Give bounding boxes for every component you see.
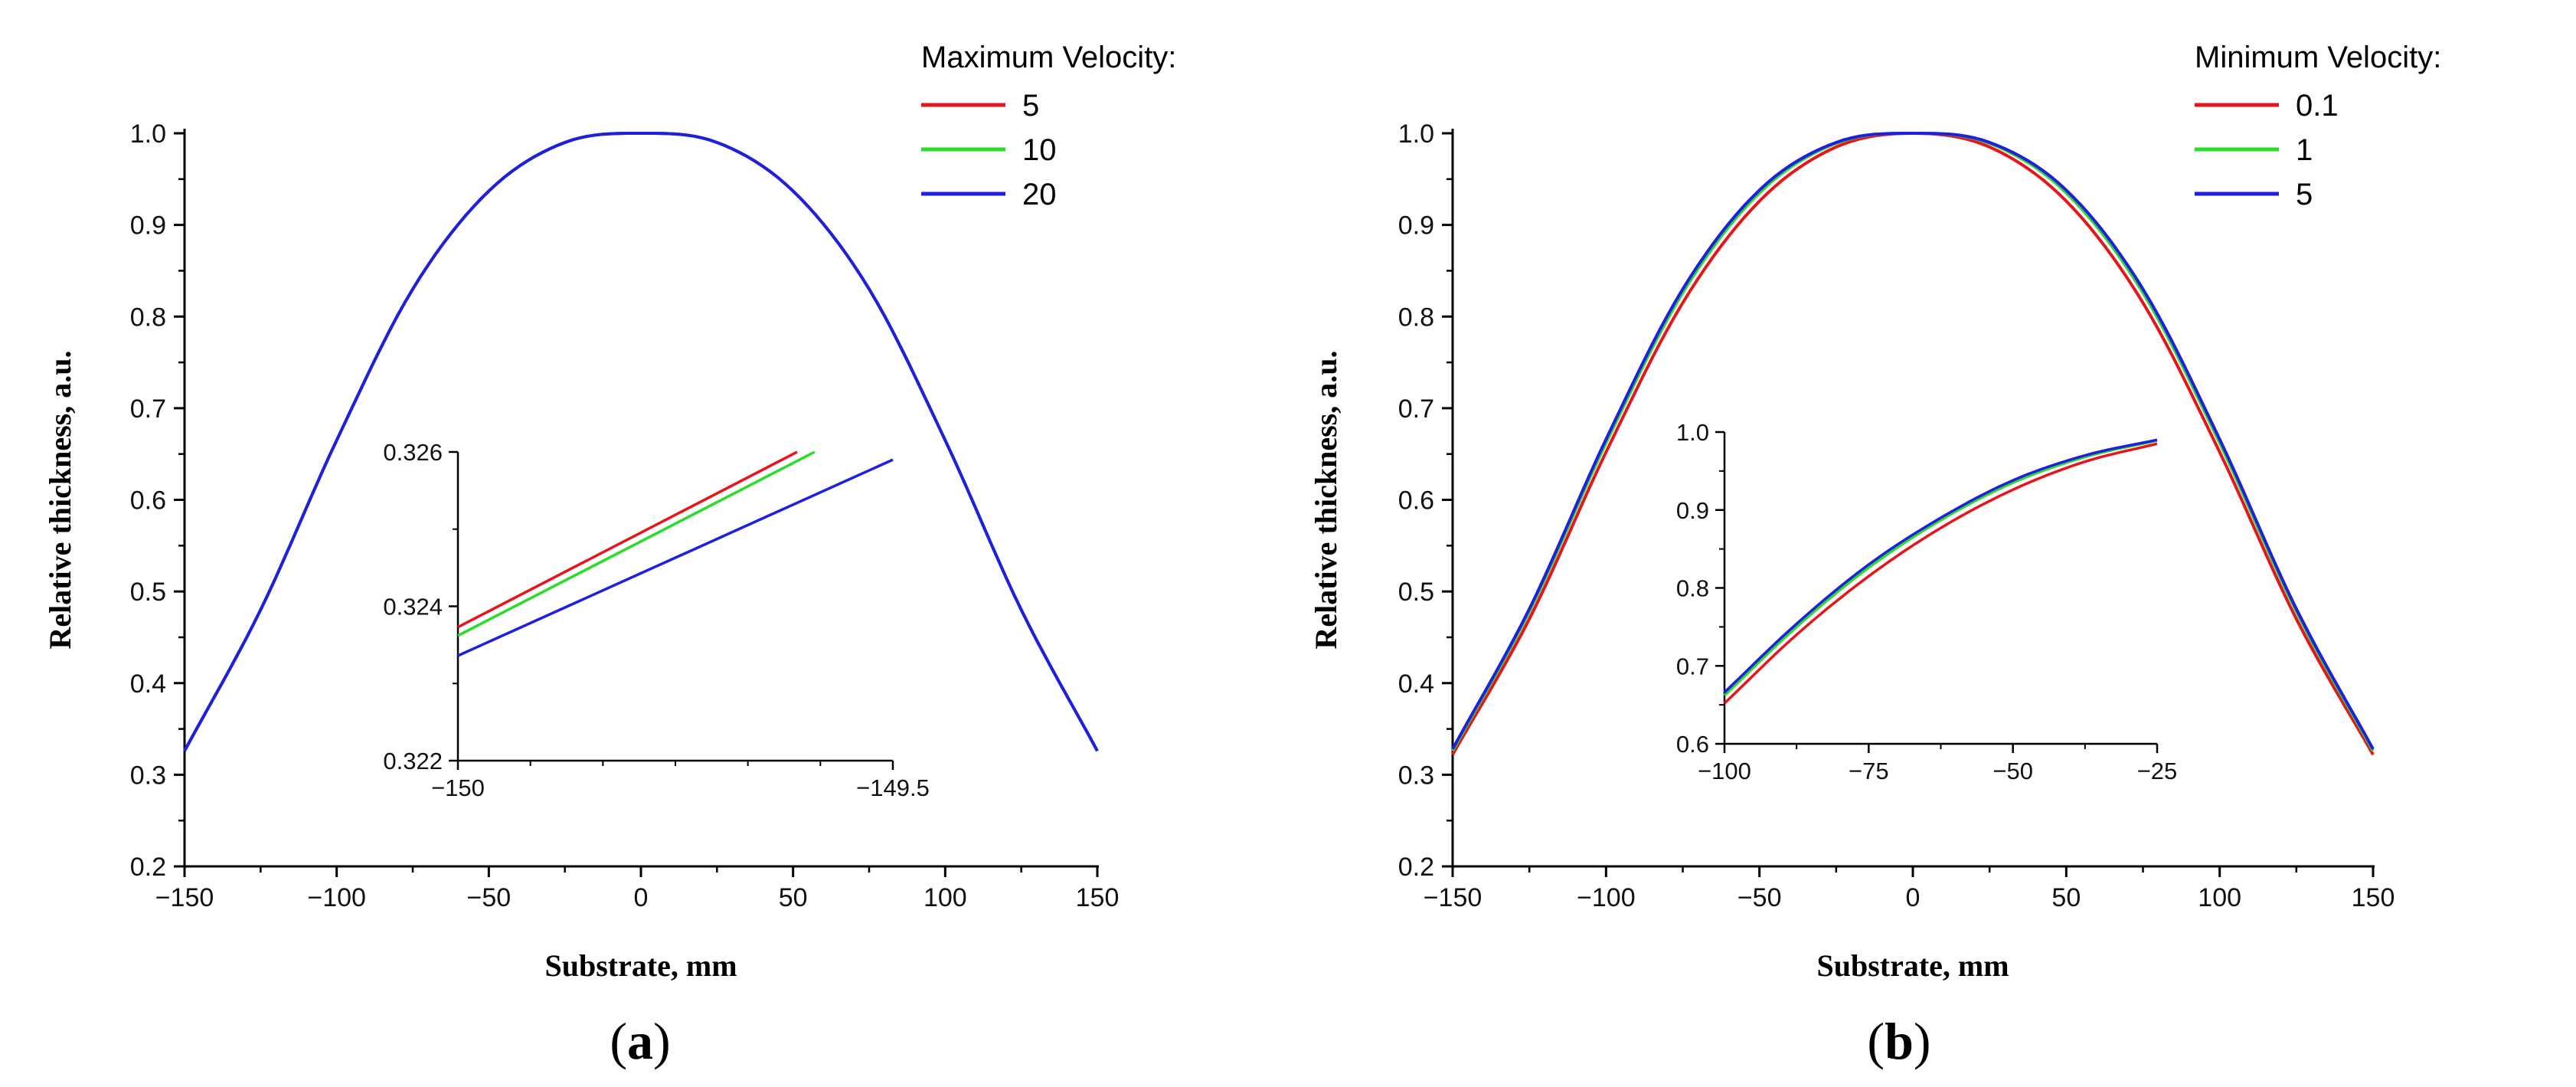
inset-x-tick-label: −150 xyxy=(431,774,485,801)
inset-series-line-20 xyxy=(457,458,894,657)
inset-chart: 0.322 0.324 0.326 −150 −149.5 xyxy=(383,439,929,801)
panel-b-label: (b) xyxy=(1867,1012,1930,1070)
x-tick-label: −50 xyxy=(1737,883,1782,912)
x-tick-label: 0 xyxy=(634,883,649,912)
inset-x-tick-label: −75 xyxy=(1849,758,1889,784)
inset-x-tick-label: −25 xyxy=(2137,758,2178,784)
legend-entry-0.1: 0.1 xyxy=(2296,89,2339,123)
inset-background xyxy=(458,449,896,761)
series-line-5 xyxy=(1451,132,2375,750)
y-tick-label: 0.9 xyxy=(1398,211,1434,241)
x-tick-label: −50 xyxy=(466,883,511,912)
x-tick-label: −150 xyxy=(1424,883,1483,912)
inset-series-line-1 xyxy=(1723,439,2158,697)
y-tick-label: 0.7 xyxy=(1398,395,1434,424)
inset-series-line-5 xyxy=(1723,438,2158,694)
y-axis-label: Relative thickness, a.u. xyxy=(1309,351,1343,650)
y-tick-label: 0.6 xyxy=(1398,486,1434,516)
panel-b-chart: 0.2 0.3 0.4 0.5 0.6 0.7 0.8 0.9 1.0 −150 −100 −50 0 5… xyxy=(1309,41,2441,983)
legend-title: Minimum Velocity: xyxy=(2195,41,2441,74)
legend-entry-20: 20 xyxy=(1022,178,1057,211)
inset-x-tick-label: −149.5 xyxy=(856,774,930,801)
inset-series-line-10 xyxy=(457,450,816,637)
x-axis-label: Substrate, mm xyxy=(1816,948,2009,983)
x-tick-label: 50 xyxy=(779,883,808,912)
x-tick-label: −100 xyxy=(1577,883,1636,912)
panel-a-chart: 0.2 0.3 0.4 0.5 0.6 0.7 0.8 0.9 1.0 −150 −100 −50 0 5… xyxy=(43,41,1176,983)
y-tick-label: 0.5 xyxy=(1398,578,1434,607)
legend-entry-10: 10 xyxy=(1022,133,1057,167)
y-tick-label: 0.8 xyxy=(130,303,166,332)
legend-entry-1: 1 xyxy=(2296,133,2313,167)
y-tick-label: 0.2 xyxy=(130,853,166,882)
y-tick-label: 0.4 xyxy=(130,670,166,699)
y-tick-label: 0.9 xyxy=(130,211,166,241)
y-tick-label: 0.3 xyxy=(1398,761,1434,790)
y-tick-label: 0.6 xyxy=(130,486,166,516)
panel-a-label: (a) xyxy=(610,1012,670,1070)
series-line-20 xyxy=(183,132,1099,752)
x-tick-label: 100 xyxy=(2198,883,2241,912)
x-tick-label: −150 xyxy=(155,883,214,912)
inset-y-tick-label: 0.9 xyxy=(1676,497,1709,524)
y-tick-label: 0.2 xyxy=(1398,853,1434,882)
inset-y-tick-label: 1.0 xyxy=(1676,419,1709,446)
y-tick-label: 0.8 xyxy=(1398,303,1434,332)
inset-series-line-5 xyxy=(457,450,798,629)
legend-entry-5: 5 xyxy=(2296,178,2313,211)
y-tick-label: 1.0 xyxy=(130,120,166,149)
inset-y-tick-label: 0.7 xyxy=(1676,653,1709,679)
legend-entry-5: 5 xyxy=(1022,89,1039,123)
legend-title: Maximum Velocity: xyxy=(921,41,1176,74)
x-axis-label: Substrate, mm xyxy=(544,948,737,983)
inset-x-tick-label: −100 xyxy=(1698,758,1751,784)
inset-y-tick-label: 0.322 xyxy=(383,748,443,774)
y-tick-label: 1.0 xyxy=(1398,120,1434,149)
y-tick-label: 0.7 xyxy=(130,395,166,424)
inset-y-tick-label: 0.326 xyxy=(383,439,443,466)
inset-y-tick-label: 0.8 xyxy=(1676,575,1709,602)
x-tick-label: −100 xyxy=(307,883,366,912)
inset-x-tick-label: −50 xyxy=(1992,758,2033,784)
x-tick-label: 0 xyxy=(1906,883,1921,912)
y-tick-label: 0.4 xyxy=(1398,670,1434,699)
inset-background xyxy=(1724,429,2160,744)
x-tick-label: 150 xyxy=(2352,883,2395,912)
y-tick-label: 0.5 xyxy=(130,578,166,607)
inset-chart: 0.6 0.7 0.8 0.9 1.0 −100 −75 −50 −25 xyxy=(1676,419,2177,784)
inset-y-tick-label: 0.324 xyxy=(383,594,443,620)
y-axis-label: Relative thickness, a.u. xyxy=(43,351,77,650)
x-tick-label: 100 xyxy=(924,883,967,912)
y-tick-label: 0.3 xyxy=(130,761,166,790)
x-tick-label: 150 xyxy=(1076,883,1120,912)
x-tick-label: 50 xyxy=(2051,883,2081,912)
inset-series-line-0.1 xyxy=(1723,442,2158,705)
inset-y-tick-label: 0.6 xyxy=(1676,731,1709,758)
